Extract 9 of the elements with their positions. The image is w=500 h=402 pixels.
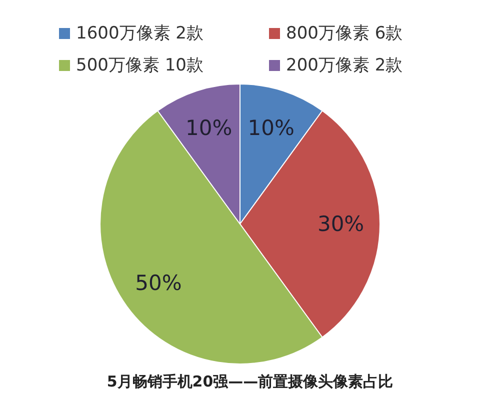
data-label: 10% [186,116,232,140]
data-label: 10% [248,116,294,140]
text: 5月畅销手机20强——前置摄像头像素占比 [106,372,394,390]
legend-label: 500万像素 10款 [76,56,204,76]
legend-label: 800万像素 6款 [286,24,403,44]
data-label: 30% [317,212,364,236]
legend-label: 1600万像素 2款 [76,24,204,44]
legend-label: 200万像素 2款 [286,56,403,76]
data-label: 50% [135,271,182,296]
